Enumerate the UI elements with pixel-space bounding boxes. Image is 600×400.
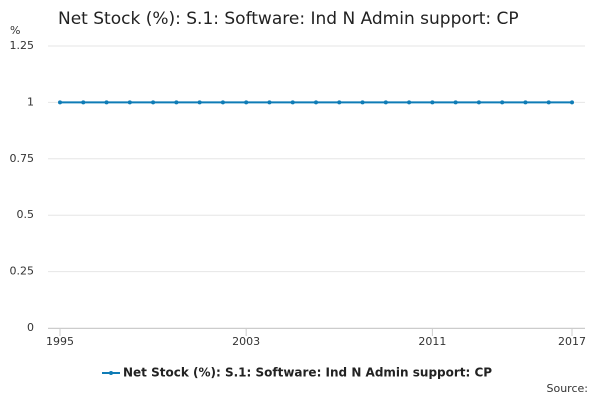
point: [127, 100, 132, 105]
point: [407, 100, 412, 105]
x-tick-label: 2017: [558, 335, 586, 348]
legend-point: [109, 371, 113, 375]
point: [174, 100, 179, 105]
point: [337, 100, 342, 105]
point: [476, 100, 481, 105]
legend-label: Net Stock (%): S.1: Software: Ind N Admi…: [123, 366, 492, 380]
x-tick-label: 2003: [232, 335, 260, 348]
point: [104, 100, 109, 105]
point: [151, 100, 156, 105]
point: [570, 100, 574, 105]
y-axis-label: %: [10, 24, 20, 37]
point: [360, 100, 365, 105]
point: [430, 100, 435, 105]
point: [500, 100, 505, 105]
y-tick-label: 0.75: [10, 152, 35, 165]
point: [244, 100, 249, 105]
x-tick-label: 2011: [418, 335, 446, 348]
point: [523, 100, 528, 105]
y-tick-label: 0.25: [10, 265, 35, 278]
point: [290, 100, 295, 105]
point: [314, 100, 318, 105]
point: [267, 100, 272, 105]
source: Source:: [547, 382, 589, 395]
x-tick-label: 1995: [46, 335, 74, 348]
y-tick-label: 0: [27, 321, 34, 334]
chart-title: Net Stock (%): S.1: Software: Ind N Admi…: [58, 9, 519, 29]
y-tick-label: 0.5: [17, 208, 35, 221]
point: [58, 100, 62, 105]
y-tick-label: 1.25: [10, 39, 35, 52]
point: [453, 100, 458, 105]
point: [220, 100, 225, 105]
point: [383, 100, 388, 105]
y-tick-label: 1: [27, 95, 34, 108]
point: [197, 100, 202, 105]
point: [81, 100, 86, 105]
point: [546, 100, 551, 105]
